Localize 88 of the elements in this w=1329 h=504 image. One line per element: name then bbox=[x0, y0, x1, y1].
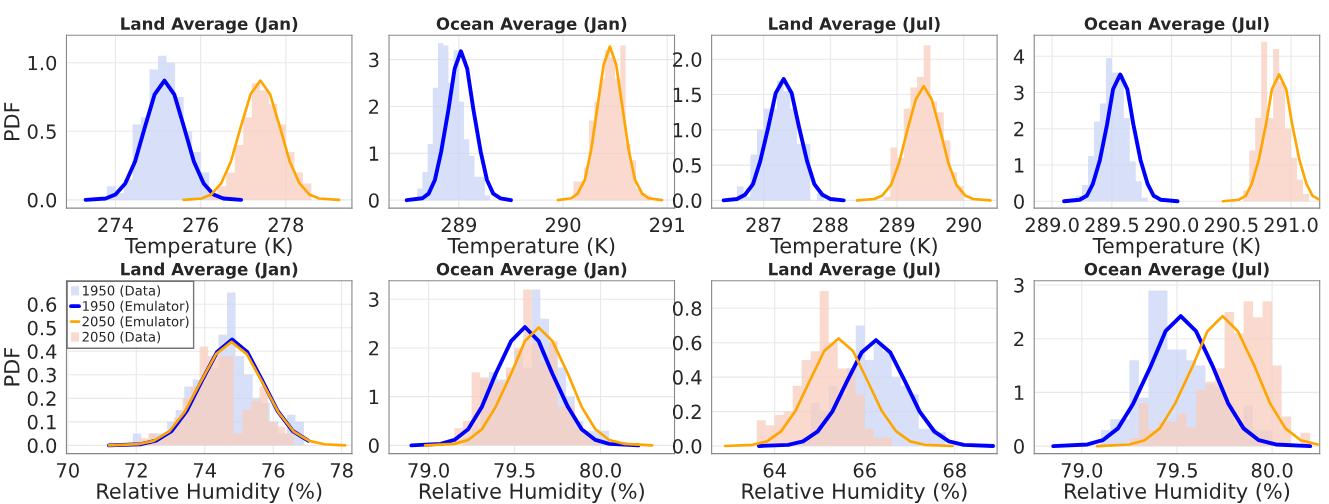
y-tick-label: 0 bbox=[368, 438, 379, 453]
x-tick-label: 79.5 bbox=[1156, 462, 1197, 478]
y-tick-label: 0.5 bbox=[27, 124, 56, 139]
y-tick-label: 0 bbox=[1014, 439, 1024, 454]
y-tick-label: 2 bbox=[369, 99, 379, 114]
y-tick-label: 0.8 bbox=[672, 301, 702, 316]
y-tick-label: 0.0 bbox=[27, 438, 57, 454]
y-tick-label: 0 bbox=[1014, 194, 1024, 209]
chart-title: Ocean Average (Jul) bbox=[1084, 17, 1269, 34]
chart-title: Ocean Average (Jan) bbox=[436, 17, 627, 34]
legend-label: 1950 (Emulator) bbox=[83, 300, 189, 313]
y-tick-label: 2 bbox=[369, 340, 379, 356]
chart-title: Land Average (Jul) bbox=[769, 17, 940, 34]
x-tick-label: 290 bbox=[545, 217, 581, 233]
x-tick-label: 68 bbox=[943, 462, 966, 478]
x-tick-label: 79.5 bbox=[494, 462, 535, 478]
x-tick-label: 80.0 bbox=[580, 462, 621, 478]
y-tick-label: 3 bbox=[1014, 277, 1024, 293]
x-tick-label: 78 bbox=[330, 462, 353, 478]
chart-title: Ocean Average (Jul) bbox=[1084, 262, 1269, 279]
x-tick-label: 76 bbox=[262, 462, 285, 478]
x-tick-label: 288 bbox=[813, 217, 848, 233]
x-tick-label: 290.0 bbox=[1145, 217, 1199, 233]
chart-title: Land Average (Jul) bbox=[769, 262, 940, 279]
y-tick-label: 2 bbox=[1014, 331, 1024, 347]
x-tick-label: 74 bbox=[193, 463, 217, 478]
x-axis-title: Relative Humidity (%) bbox=[97, 482, 322, 503]
y-tick-label: 3 bbox=[369, 292, 379, 307]
x-tick-label: 72 bbox=[125, 462, 147, 478]
y-tick-label: 0.0 bbox=[672, 193, 702, 209]
x-axis-title: Relative Humidity (%) bbox=[419, 482, 644, 503]
y-tick-label: 0.0 bbox=[27, 192, 57, 208]
y-tick-label: 0.5 bbox=[27, 320, 56, 336]
y-tick-label: 1.0 bbox=[673, 122, 702, 138]
y-tick-label: 3 bbox=[1014, 85, 1024, 101]
chart-title: Land Average (Jan) bbox=[121, 262, 298, 279]
y-tick-label: 0.6 bbox=[27, 297, 57, 312]
x-tick-label: 276 bbox=[183, 217, 218, 233]
y-tick-label: 2 bbox=[1014, 121, 1024, 137]
y-tick-label: 0.5 bbox=[672, 158, 701, 173]
x-tick-label: 278 bbox=[268, 217, 304, 233]
y-tick-label: 1.0 bbox=[28, 55, 57, 71]
x-tick-label: 289 bbox=[441, 217, 477, 233]
x-tick-label: 70 bbox=[57, 462, 79, 478]
x-tick-label: 291 bbox=[650, 217, 684, 233]
legend-label: 2050 (Data) bbox=[82, 331, 161, 344]
x-tick-label: 79.0 bbox=[1061, 462, 1103, 478]
x-tick-label: 64 bbox=[763, 462, 786, 478]
legend-label: 2050 (Emulator) bbox=[82, 316, 189, 328]
y-tick-label: 0.4 bbox=[672, 370, 702, 385]
y-axis-title: PDF bbox=[4, 348, 20, 386]
x-tick-label: 80.0 bbox=[1251, 462, 1293, 478]
y-tick-label: 4 bbox=[1013, 49, 1025, 64]
y-axis-title: PDF bbox=[4, 102, 20, 140]
x-tick-label: 289.5 bbox=[1085, 217, 1138, 233]
x-axis-title: Temperature (K) bbox=[770, 237, 937, 258]
y-tick-label: 0.1 bbox=[27, 414, 56, 430]
y-tick-label: 1 bbox=[1014, 385, 1024, 400]
x-axis-title: Relative Humidity (%) bbox=[742, 482, 967, 503]
y-tick-label: 3 bbox=[369, 52, 379, 68]
y-tick-label: 1 bbox=[369, 389, 379, 405]
y-tick-label: 2.0 bbox=[673, 52, 702, 67]
x-tick-label: 291.0 bbox=[1264, 217, 1318, 233]
y-tick-label: 0.4 bbox=[27, 344, 57, 359]
chart-title: Ocean Average (Jan) bbox=[436, 262, 627, 279]
y-tick-label: 0.6 bbox=[672, 335, 702, 351]
x-tick-label: 66 bbox=[853, 462, 876, 478]
y-tick-label: 0 bbox=[368, 193, 379, 208]
y-tick-label: 0.2 bbox=[672, 404, 701, 420]
x-axis-title: Temperature (K) bbox=[447, 237, 615, 258]
x-tick-label: 287 bbox=[746, 217, 781, 233]
x-axis-title: Temperature (K) bbox=[124, 237, 292, 258]
y-tick-label: 0.3 bbox=[27, 367, 56, 383]
x-tick-label: 289 bbox=[879, 217, 915, 233]
x-axis-title: Temperature (K) bbox=[1092, 237, 1260, 258]
y-tick-label: 0.0 bbox=[672, 438, 702, 454]
x-tick-label: 290 bbox=[946, 217, 982, 233]
x-axis-title: Relative Humidity (%) bbox=[1065, 482, 1290, 503]
x-tick-label: 274 bbox=[98, 217, 133, 232]
x-tick-label: 290.5 bbox=[1204, 217, 1258, 233]
y-tick-label: 1 bbox=[369, 146, 379, 161]
x-tick-label: 79.0 bbox=[408, 462, 449, 478]
legend-label: 1950 (Data) bbox=[83, 285, 161, 298]
chart-title: Land Average (Jan) bbox=[121, 17, 298, 34]
y-tick-label: 1.5 bbox=[673, 87, 701, 103]
y-tick-label: 0.2 bbox=[27, 391, 56, 406]
y-tick-label: 1 bbox=[1014, 158, 1024, 173]
x-tick-label: 289.0 bbox=[1025, 217, 1079, 233]
